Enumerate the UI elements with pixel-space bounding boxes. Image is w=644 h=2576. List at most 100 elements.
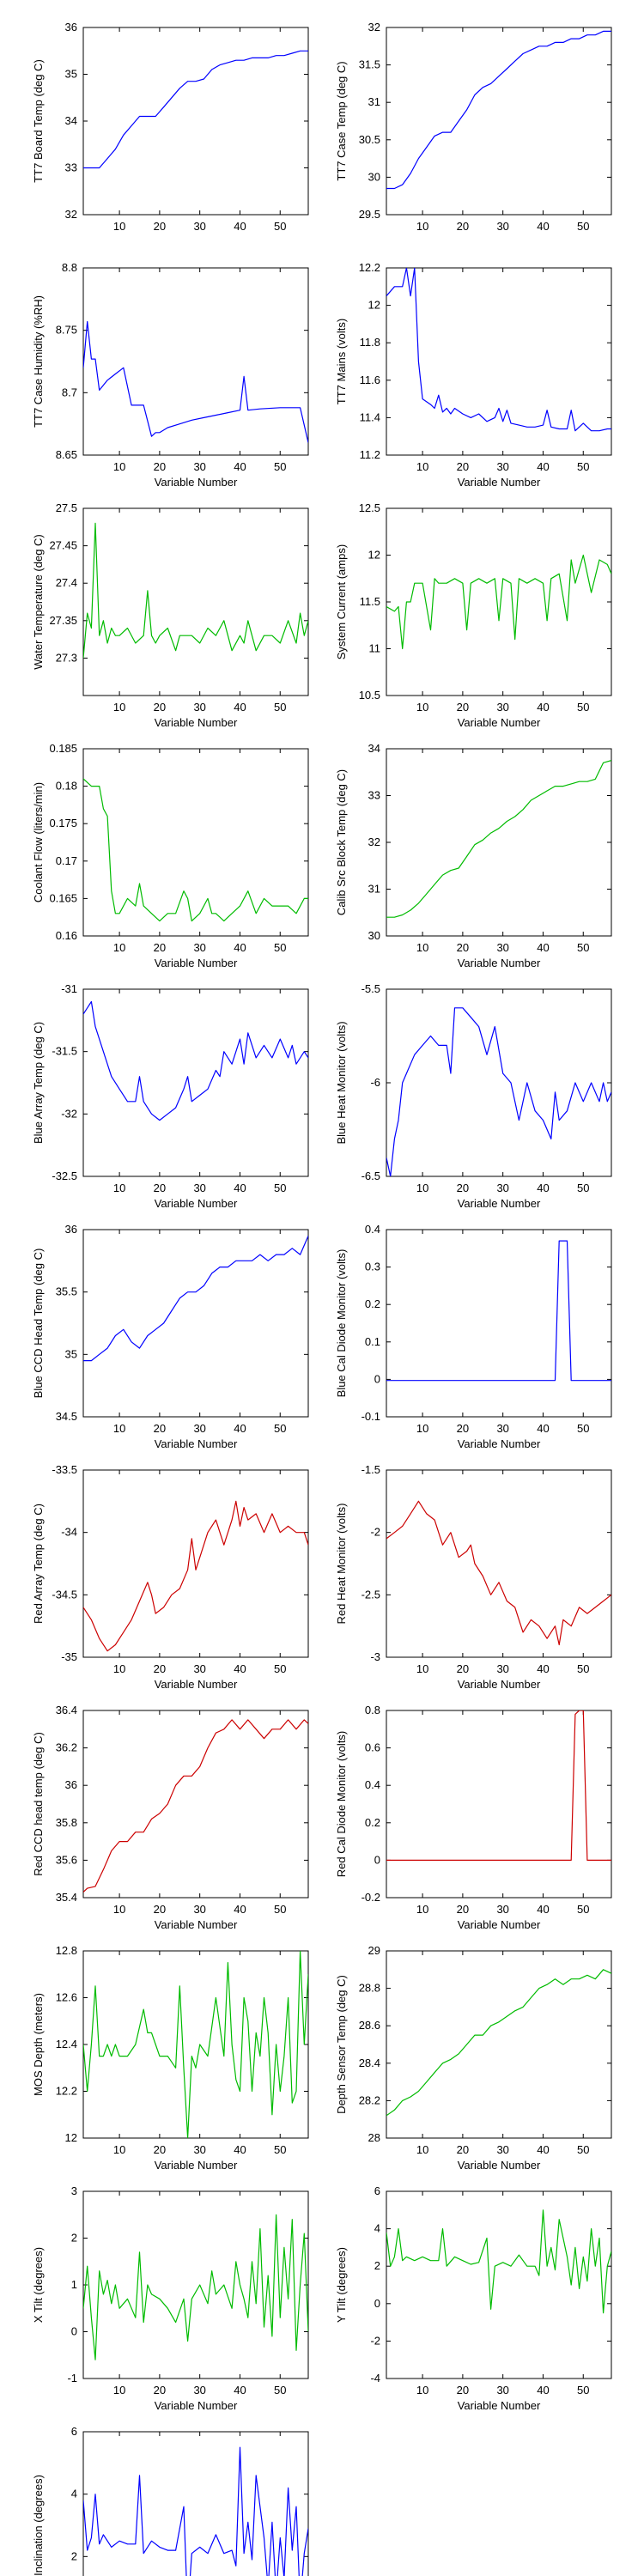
chart-panel-11: 10 20 30 40 50 34.5 35 35.5 36 Blue CCD Head Temp… — [32, 1223, 309, 1450]
x-tick-label: 30 — [496, 460, 508, 473]
x-tick-label: 50 — [274, 460, 286, 473]
x-axis-label: Variable Number — [155, 1918, 238, 1931]
series-line — [386, 1969, 611, 2117]
series-line — [386, 1007, 611, 1176]
plot-frame — [386, 2190, 612, 2379]
y-tick-label: 11.4 — [360, 410, 380, 423]
y-axis-label: Red Heat Monitor (volts) — [335, 1504, 348, 1625]
y-axis-label: Water Temperature (deg C) — [32, 534, 45, 670]
x-tick-label: 50 — [577, 701, 589, 714]
x-axis-label: Variable Number — [458, 1197, 541, 1210]
y-tick-label: -4 — [370, 2372, 380, 2385]
x-tick-label: 10 — [416, 1422, 428, 1435]
y-tick-label: 28 — [368, 2131, 380, 2144]
y-tick-label: 27.4 — [56, 576, 77, 589]
x-tick-label: 10 — [113, 2384, 125, 2397]
y-tick-label: 8.75 — [56, 324, 77, 337]
x-tick-label: 20 — [457, 220, 469, 233]
plot-frame — [82, 1950, 309, 2139]
series-line — [83, 1236, 308, 1362]
chart-panel-10: 10 20 30 40 50 -6.5 -6 -5.5 Blue Heat Monitor (v… — [335, 982, 612, 1210]
x-axis-label: Variable Number — [155, 2159, 238, 2172]
x-tick-label: 40 — [234, 941, 246, 954]
x-tick-label: 30 — [496, 2143, 508, 2156]
series-line — [386, 1240, 611, 1382]
y-axis-label: MOS Depth (meters) — [32, 1993, 45, 2096]
y-tick-label: -3 — [370, 1650, 380, 1663]
x-tick-label: 20 — [154, 2384, 166, 2397]
series-line — [386, 554, 611, 650]
y-tick-label: 6 — [374, 2184, 380, 2197]
x-axis-label: Variable Number — [458, 476, 541, 489]
y-tick-label: 35 — [65, 68, 77, 81]
y-tick-label: 12.4 — [56, 2038, 77, 2050]
y-axis-label: Blue Heat Monitor (volts) — [335, 1021, 348, 1144]
x-axis-label: Variable Number — [458, 1678, 541, 1691]
y-tick-label: 34.5 — [56, 1410, 77, 1423]
series-line — [386, 30, 611, 190]
y-tick-label: 0.185 — [49, 742, 77, 755]
x-axis-label: Variable Number — [155, 2399, 238, 2412]
x-tick-label: 20 — [154, 1662, 166, 1675]
y-tick-label: 33 — [65, 161, 77, 174]
y-tick-label: -34.5 — [52, 1588, 77, 1601]
y-axis-label: Red Array Temp (deg C) — [32, 1504, 45, 1624]
x-tick-label: 40 — [234, 2384, 246, 2397]
x-tick-label: 30 — [193, 1182, 205, 1194]
chart-panel-7: 10 20 30 40 50 0.16 0.165 0.17 0.175 0.18 0.185 Coo… — [32, 742, 309, 969]
x-tick-label: 30 — [193, 1422, 205, 1435]
chart-panel-18: 10 20 30 40 50 28 28.2 28.4 28.6 28.8 29 Depth Sens… — [335, 1944, 612, 2172]
y-tick-label: 2 — [374, 2259, 380, 2272]
x-tick-label: 40 — [234, 2143, 246, 2156]
y-tick-label: 4 — [71, 2488, 77, 2500]
x-axis-label: Variable Number — [458, 2159, 541, 2172]
chart-panel-14: 10 20 30 40 50 -3 -2.5 -2 -1.5 Red Heat Monitor (… — [335, 1463, 612, 1691]
y-tick-label: 8.8 — [62, 261, 77, 274]
y-tick-label: 0.16 — [56, 929, 77, 942]
x-tick-label: 50 — [577, 220, 589, 233]
y-tick-label: 12 — [368, 549, 380, 562]
y-tick-label: 0.175 — [49, 817, 77, 829]
y-tick-label: 27.3 — [56, 651, 77, 664]
x-tick-label: 30 — [496, 2384, 508, 2397]
x-tick-label: 10 — [416, 460, 428, 473]
x-tick-label: 10 — [416, 220, 428, 233]
y-tick-label: 35.8 — [56, 1816, 77, 1829]
series-line — [83, 1951, 308, 2138]
y-tick-label: 12.5 — [359, 501, 380, 514]
y-tick-label: 12 — [65, 2131, 77, 2144]
chart-panel-16: 10 20 30 40 50 -0.2 0 0.2 0.4 0.6 0.8 Red Cal Diode… — [335, 1704, 612, 1931]
plot-frame — [386, 507, 612, 696]
x-tick-label: 10 — [416, 701, 428, 714]
y-tick-label: 0.3 — [365, 1261, 380, 1273]
plot-frame — [386, 748, 612, 937]
y-tick-label: 36 — [65, 21, 77, 33]
x-axis-label: Variable Number — [458, 1918, 541, 1931]
x-tick-label: 50 — [274, 701, 286, 714]
x-tick-label: 50 — [577, 2384, 589, 2397]
x-tick-label: 30 — [193, 941, 205, 954]
chart-panel-3: 10 20 30 40 50 8.65 8.7 8.75 8.8 TT7 Case Humidit… — [32, 261, 309, 489]
y-tick-label: 0.1 — [365, 1335, 380, 1348]
y-tick-label: 0.17 — [56, 854, 77, 867]
y-tick-label: 12.8 — [56, 1944, 77, 1957]
plot-frame — [386, 988, 612, 1177]
plot-frame — [386, 1950, 612, 2139]
y-tick-label: 34 — [368, 742, 380, 755]
y-axis-label: Y Tilt (degrees) — [335, 2247, 348, 2323]
series-line — [83, 2214, 308, 2360]
y-tick-label: 12 — [368, 299, 380, 312]
x-tick-label: 10 — [113, 220, 125, 233]
x-tick-label: 20 — [154, 1903, 166, 1916]
x-tick-label: 40 — [537, 2143, 549, 2156]
y-tick-label: 0 — [374, 1372, 380, 1385]
y-tick-label: 36.2 — [56, 1741, 77, 1754]
x-tick-label: 20 — [457, 1662, 469, 1675]
x-axis-label: Variable Number — [155, 1678, 238, 1691]
x-tick-label: 10 — [416, 2143, 428, 2156]
x-tick-label: 20 — [154, 1182, 166, 1194]
y-tick-label: -35 — [61, 1650, 77, 1663]
x-tick-label: 10 — [416, 1662, 428, 1675]
x-tick-label: 50 — [274, 2143, 286, 2156]
